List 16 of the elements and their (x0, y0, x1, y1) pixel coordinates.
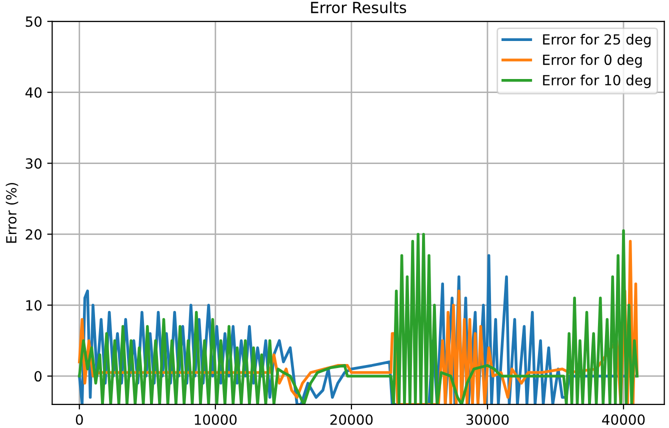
chart-title: Error Results (311, 1, 406, 14)
legend-label: Error for 0 deg (543, 54, 642, 68)
x-tick-label: 0 (76, 414, 83, 425)
y-tick-label: 40 (25, 87, 42, 98)
y-tick-label: 50 (26, 16, 42, 27)
y-tick-label: 0 (34, 371, 42, 382)
legend-label: Error for 25 deg (543, 34, 651, 48)
y-tick-label: 10 (26, 300, 42, 311)
x-tick-label: 30000 (466, 414, 509, 425)
y-tick-label: 30 (26, 158, 42, 169)
legend-label: Error for 10 deg (543, 74, 651, 88)
x-tick-label: 40000 (602, 414, 645, 425)
x-tick-label: 20000 (330, 414, 373, 425)
y-axis-title: Error (%) (6, 182, 18, 243)
y-tick-label: 20 (26, 229, 42, 240)
x-tick-label: 10000 (194, 414, 237, 425)
